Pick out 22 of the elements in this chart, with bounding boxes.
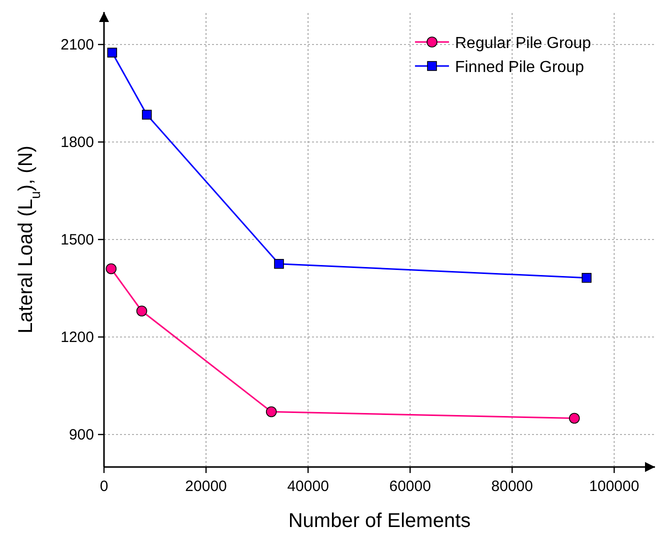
x-tick-label: 20000 (185, 478, 227, 495)
y-tick-label: 1500 (60, 232, 94, 248)
point (136, 306, 148, 316)
x-tick-label: 40000 (287, 478, 329, 495)
point (582, 272, 592, 283)
legend-label: Regular Pile Group (455, 35, 592, 52)
y-tick-label: 2100 (60, 36, 94, 54)
x-axis-title: Number of Elements (288, 510, 471, 532)
x-tick-label: 60000 (389, 478, 431, 495)
x-tick-label: 80000 (491, 478, 534, 495)
x-tick-label: 0 (100, 478, 108, 495)
legend-label: Finned Pile Group (455, 59, 584, 76)
point (106, 263, 117, 274)
y-tick-label: 900 (68, 426, 94, 444)
y-tick-label: 1800 (60, 134, 94, 151)
x-tick-label: 100000 (589, 478, 640, 495)
point (107, 48, 118, 58)
point (142, 110, 152, 120)
point (274, 258, 284, 269)
point (266, 406, 277, 418)
y-tick-label: 1200 (60, 329, 94, 346)
point (568, 412, 580, 424)
